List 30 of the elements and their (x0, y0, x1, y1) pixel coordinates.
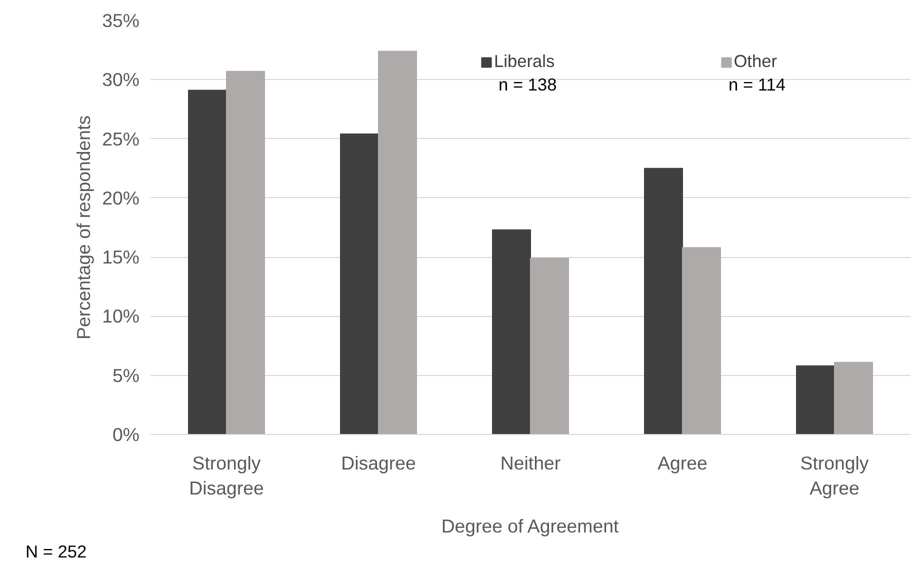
y-tick-label: 35% (102, 10, 140, 31)
bar (682, 247, 721, 434)
bar (834, 362, 873, 434)
bar (530, 258, 569, 434)
y-tick-label: 10% (102, 306, 140, 327)
bar (378, 50, 417, 434)
annotation: n = 138 (498, 74, 557, 94)
legend-label: Liberals (494, 51, 555, 72)
x-tick-label: Strongly Agree (800, 452, 870, 499)
bar (188, 90, 227, 434)
bar (492, 229, 531, 434)
legend-label: Other (734, 51, 778, 72)
annotation: n = 114 (728, 74, 786, 94)
y-axis-title: Percentage of respondents (73, 115, 94, 340)
y-tick-label: 5% (112, 364, 140, 386)
bar (796, 365, 835, 434)
y-tick-label: 25% (102, 128, 140, 150)
bar (644, 168, 683, 434)
y-tick-label: 20% (102, 187, 140, 208)
bar (340, 134, 379, 434)
bar (226, 70, 265, 434)
y-tick-label: 0% (112, 424, 140, 445)
y-tick-label: 30% (102, 69, 140, 90)
x-tick-label: Disagree (341, 452, 416, 474)
y-tick-label: 15% (102, 246, 140, 268)
text: N = 252 (26, 542, 87, 561)
x-axis-title: Degree of Agreement (441, 516, 620, 537)
x-tick-label: Agree (658, 452, 708, 474)
x-tick-label: Strongly Disagree (189, 452, 264, 499)
x-tick-label: Neither (500, 452, 561, 474)
